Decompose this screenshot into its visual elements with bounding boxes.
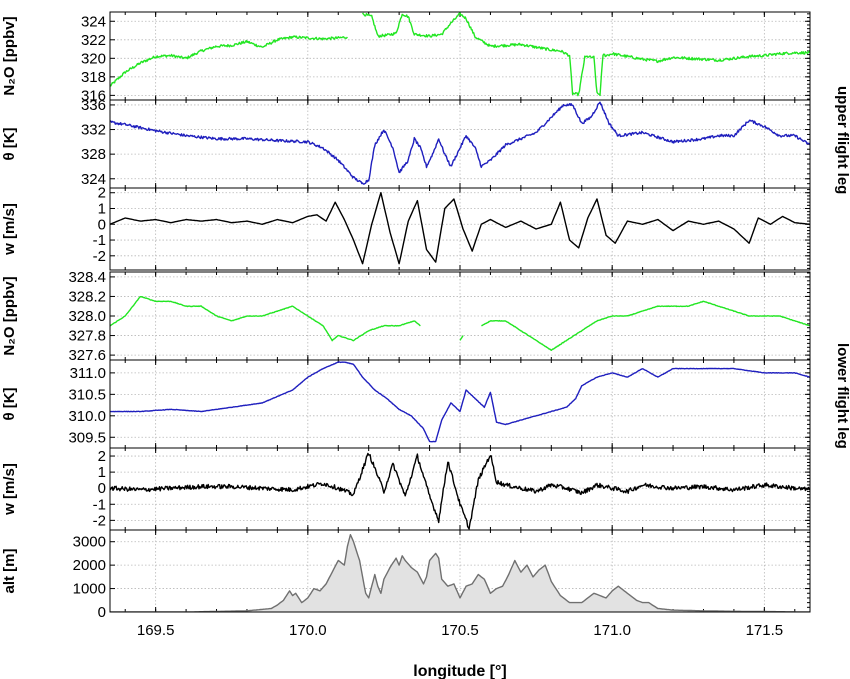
panel-lower_theta: 309.5 310.0 310.5 311.0 θ [K] (1, 359, 811, 449)
y-tick-label: 328.2 (68, 288, 106, 305)
y-tick-label: 310.0 (68, 408, 106, 425)
y-tick-label: 324 (81, 13, 106, 30)
y-tick-label: -2 (93, 248, 106, 265)
upper_n2o-line-1 (362, 12, 810, 97)
x-tick-label: 171.0 (593, 622, 631, 639)
y-tick-label: 322 (81, 32, 106, 49)
y-axis-title: N₂O [ppbv] (1, 16, 18, 95)
y-tick-label: 2 (98, 185, 106, 202)
y-tick-label: 327.6 (68, 347, 106, 364)
y-tick-label: 311.0 (70, 365, 106, 382)
y-tick-label: 0 (98, 216, 106, 233)
y-axis-title: w [m/s] (1, 463, 18, 516)
y-tick-label: 318 (81, 69, 106, 86)
upper_theta-line-0 (110, 101, 810, 185)
y-tick-label: 2000 (73, 557, 106, 574)
y-tick-label: 309.5 (68, 429, 106, 446)
y-tick-label: 1 (98, 201, 106, 218)
lower_n2o-line-0 (110, 296, 421, 342)
y-tick-label: -1 (93, 496, 106, 513)
y-tick-label: 332 (81, 122, 106, 139)
upper-leg-label: upper flight leg (834, 86, 850, 194)
y-tick-label: 327.8 (68, 328, 106, 345)
y-tick-label: 1000 (73, 581, 106, 598)
y-axis-title: w [m/s] (1, 203, 18, 256)
y-tick-label: 320 (81, 50, 106, 67)
y-axis-title: N₂O [ppbv] (1, 276, 18, 355)
x-tick-label: 170.5 (441, 622, 479, 639)
y-tick-label: 316 (81, 87, 106, 104)
y-axis-title: alt [m] (1, 548, 18, 593)
y-tick-label: 1 (98, 464, 106, 481)
y-tick-label: 0 (98, 604, 106, 621)
panel-alt: 0 1000 2000 3000 alt [m] (1, 529, 811, 621)
x-tick-label: 169.5 (137, 622, 175, 639)
panel-frame (109, 187, 811, 271)
lower_w-line-0 (110, 452, 810, 530)
lower_n2o-line-1 (459, 335, 464, 341)
y-tick-label: 324 (81, 171, 106, 188)
y-tick-label: 328.0 (68, 308, 106, 325)
y-tick-label: 0 (98, 480, 106, 497)
y-tick-label: 328 (81, 146, 106, 163)
y-tick-label: 3000 (73, 534, 106, 551)
y-tick-label: 310.5 (68, 386, 106, 403)
y-tick-label: 2 (98, 448, 106, 465)
alt-line-0 (110, 534, 810, 612)
y-tick-label: 328.4 (68, 269, 106, 286)
lower_n2o-line-2 (481, 300, 810, 351)
upper_n2o-line-0 (110, 35, 348, 87)
x-axis-title: longitude [°] (413, 663, 506, 679)
y-tick-label: -2 (93, 512, 106, 529)
y-tick-label: 336 (81, 97, 106, 114)
panel-lower_n2o: 327.6 327.8 328.0 328.2 328.4 N₂O [ppbv] (1, 269, 811, 364)
upper_w-line-0 (110, 192, 810, 265)
y-axis-title: θ [K] (1, 387, 18, 420)
lower_theta-line-0 (110, 361, 810, 443)
panel-frame (109, 529, 811, 613)
panel-upper_theta: 324 328 332 336 θ [K] (1, 97, 811, 189)
y-tick-label: -1 (93, 232, 106, 249)
x-tick-label: 170.0 (289, 622, 327, 639)
lower-leg-label: lower flight leg (834, 343, 850, 449)
x-tick-label: 171.5 (746, 622, 784, 639)
y-axis-title: θ [K] (1, 127, 18, 160)
